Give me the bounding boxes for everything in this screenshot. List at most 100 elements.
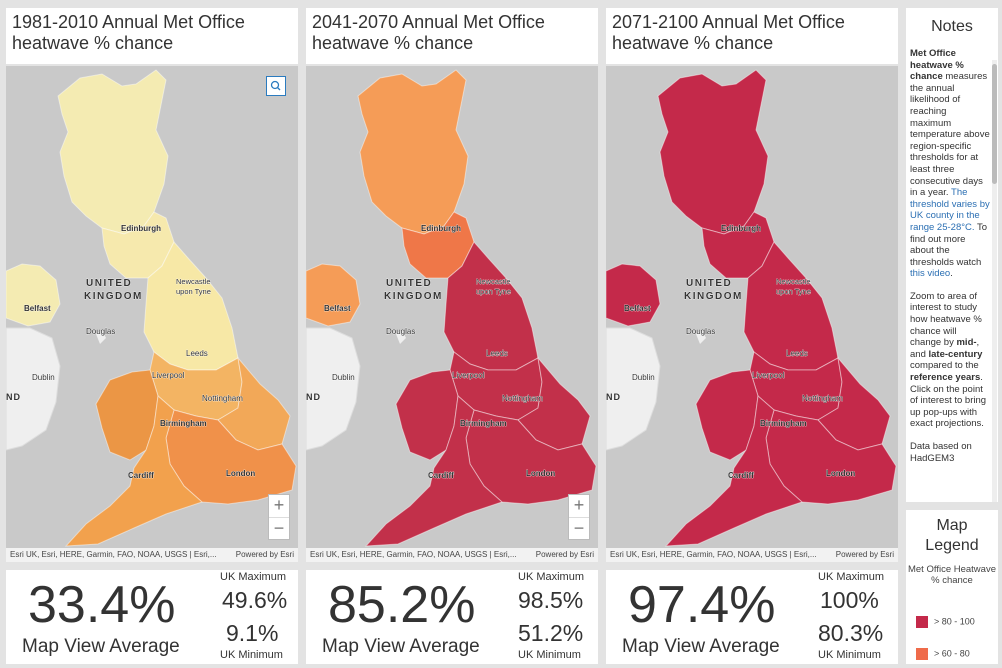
max-label: UK Maximum [818, 571, 885, 583]
map-label-edinburgh: Edinburgh [721, 224, 761, 233]
zoom-in-button[interactable]: + [273, 495, 285, 515]
map-label-nottingham: Nottingham [802, 394, 843, 403]
map-label-leeds: Leeds [186, 349, 208, 358]
zoom-out-button[interactable]: − [569, 517, 589, 539]
attribution-text: Esri UK, Esri, HERE, Garmin, FAO, NOAA, … [610, 550, 817, 559]
map-label-london: London [226, 469, 255, 478]
notes-term: late-century [928, 348, 983, 360]
search-button[interactable] [266, 76, 286, 96]
average-label: Map View Average [22, 636, 180, 657]
ireland-landmass [606, 327, 661, 451]
map-view-3[interactable]: Edinburgh UNITED KINGDOM Newcastle upon Tyne… [606, 66, 898, 562]
map-label-leeds: Leeds [486, 349, 508, 358]
zoom-control: + − [568, 494, 590, 540]
region-scotland[interactable] [57, 69, 169, 235]
map-label-ireland-fragment: ND [606, 392, 621, 402]
map-label-ireland-fragment: ND [306, 392, 321, 402]
map-label-leeds: Leeds [786, 349, 808, 358]
map-label-birmingham: Birmingham [160, 419, 207, 428]
ireland-landmass [306, 327, 361, 451]
map-label-newcastle-1: Newcastle [776, 277, 811, 286]
notes-text: . [950, 268, 953, 280]
notes-scrollbar[interactable] [992, 60, 997, 502]
legend-swatch [916, 616, 928, 628]
map-label-dublin: Dublin [332, 373, 355, 382]
powered-by[interactable]: Powered by Esri [835, 550, 894, 559]
map-label-cardiff: Cardiff [128, 471, 154, 480]
notes-panel[interactable]: Notes Met Office heatwave % chance measu… [906, 8, 998, 502]
legend-title-line: Legend [925, 537, 979, 554]
max-label: UK Maximum [220, 571, 287, 583]
map-label-kingdom: KINGDOM [84, 291, 143, 302]
notes-text: To find out more about the thresholds wa… [910, 221, 988, 268]
legend-title: Map Legend [906, 516, 998, 556]
legend-swatch [916, 648, 928, 660]
map-label-belfast: Belfast [324, 304, 351, 313]
notes-term: reference years [910, 372, 981, 384]
region-northern-ireland[interactable] [606, 263, 661, 327]
map-label-newcastle-2: upon Tyne [176, 287, 211, 296]
map-label-kingdom: KINGDOM [384, 291, 443, 302]
map-label-douglas: Douglas [686, 327, 715, 336]
map-label-douglas: Douglas [386, 327, 415, 336]
map-title-3: 2071-2100 Annual Met Office heatwave % c… [606, 8, 898, 64]
average-label: Map View Average [622, 636, 780, 657]
search-icon [270, 80, 281, 91]
map-label-liverpool: Liverpool [752, 371, 785, 380]
threshold-link[interactable]: The threshold varies by UK county in the… [910, 187, 990, 233]
map-title-1: 1981-2010 Annual Met Office heatwave % c… [6, 8, 298, 64]
region-northern-ireland[interactable] [306, 263, 361, 327]
region-southwest[interactable] [364, 395, 503, 547]
video-link[interactable]: this video [910, 268, 951, 280]
map-view-1[interactable]: Edinburgh UNITED KINGDOM Newcastle upon Tyne… [6, 66, 298, 562]
min-value: 80.3% [818, 620, 884, 646]
attribution-text: Esri UK, Esri, HERE, Garmin, FAO, NOAA, … [10, 550, 217, 559]
map-label-kingdom: KINGDOM [684, 291, 743, 302]
notes-text: compared to the [910, 360, 979, 372]
max-value: 49.6% [222, 587, 288, 613]
region-southwest[interactable] [64, 395, 203, 547]
attribution[interactable]: Esri UK, Esri, HERE, Garmin, FAO, NOAA, … [6, 548, 298, 562]
map-label-edinburgh: Edinburgh [121, 224, 161, 233]
map-label-london: London [826, 469, 855, 478]
attribution-text: Esri UK, Esri, HERE, Garmin, FAO, NOAA, … [310, 550, 517, 559]
map-label-newcastle-2: upon Tyne [776, 287, 811, 296]
legend-panel[interactable]: Map Legend Met Office Heatwave % chance >… [906, 510, 998, 664]
zoom-in-button[interactable]: + [573, 495, 585, 515]
isle-of-man [696, 330, 706, 344]
powered-by[interactable]: Powered by Esri [235, 550, 294, 559]
attribution[interactable]: Esri UK, Esri, HERE, Garmin, FAO, NOAA, … [606, 548, 898, 562]
zoom-control: + − [268, 494, 290, 540]
map-label-london: London [526, 469, 555, 478]
legend-subtitle: Met Office Heatwave % chance [907, 564, 996, 586]
map-label-nottingham: Nottingham [202, 394, 243, 403]
region-scotland[interactable] [357, 69, 469, 235]
map-label-united: UNITED [686, 278, 732, 289]
map-label-united: UNITED [386, 278, 432, 289]
region-southwest[interactable] [664, 395, 803, 547]
notes-title: Notes [931, 18, 973, 35]
map-label-united: UNITED [86, 278, 132, 289]
min-label: UK Minimum [818, 649, 881, 661]
zoom-out-button[interactable]: − [269, 517, 289, 539]
region-scotland[interactable] [657, 69, 769, 235]
map-label-liverpool: Liverpool [152, 371, 185, 380]
attribution[interactable]: Esri UK, Esri, HERE, Garmin, FAO, NOAA, … [306, 548, 598, 562]
map-view-2[interactable]: Edinburgh UNITED KINGDOM Newcastle upon Tyne… [306, 66, 598, 562]
stats-panel-2: 85.2% Map View Average UK Maximum 98.5% … [306, 570, 598, 664]
legend-title-line: Map [936, 517, 968, 534]
ireland-landmass [6, 327, 61, 451]
powered-by[interactable]: Powered by Esri [535, 550, 594, 559]
region-northern-ireland[interactable] [6, 263, 61, 327]
map-label-dublin: Dublin [32, 373, 55, 382]
notes-scrollbar-thumb[interactable] [992, 64, 997, 184]
max-label: UK Maximum [518, 571, 585, 583]
map-label-edinburgh: Edinburgh [421, 224, 461, 233]
map-label-birmingham: Birmingham [760, 419, 807, 428]
notes-text: Zoom to area of interest to study how he… [910, 290, 982, 349]
average-label: Map View Average [322, 636, 480, 657]
notes-body: Met Office heatwave % chance measures th… [910, 48, 990, 475]
